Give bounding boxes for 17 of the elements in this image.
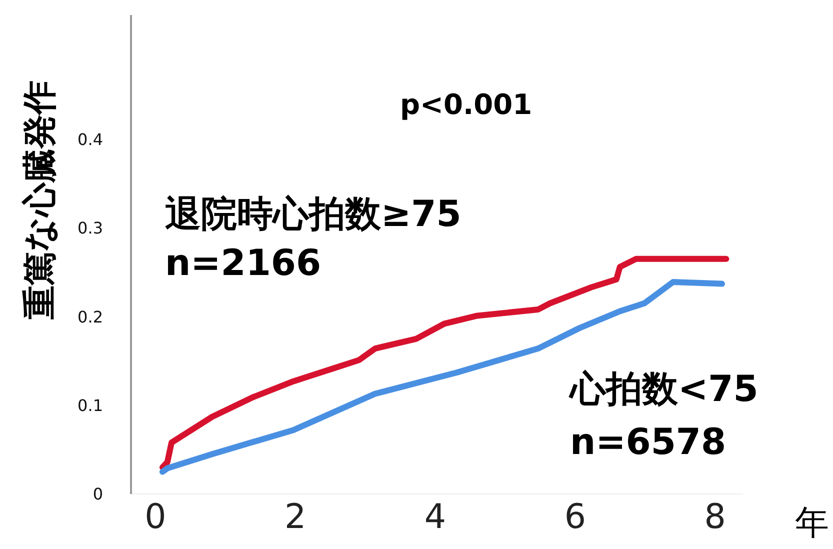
annotation: n=6578	[570, 422, 726, 463]
annotation: n=2166	[165, 243, 321, 284]
x-axis-title: 年	[795, 502, 829, 545]
x-tick-label: 4	[424, 497, 446, 538]
y-tick-label: 0.1	[78, 396, 103, 415]
text: 退院時心拍数≥75	[165, 193, 462, 237]
x-tick-label: 2	[284, 497, 306, 538]
y-tick-label: 0.3	[78, 218, 103, 238]
annotation: p<0.001	[400, 88, 532, 121]
x-tick-label: 8	[704, 497, 726, 538]
x-tick-label: 0	[144, 497, 166, 538]
y-tick-label: 0.4	[78, 130, 103, 149]
y-tick-label: 0	[92, 484, 103, 504]
series-label: 心拍数<75	[570, 368, 758, 412]
y-axis-title: 重篤な心臓発作	[19, 80, 61, 320]
x-tick-label: 6	[564, 497, 586, 538]
y-tick-label: 0.2	[78, 307, 103, 326]
